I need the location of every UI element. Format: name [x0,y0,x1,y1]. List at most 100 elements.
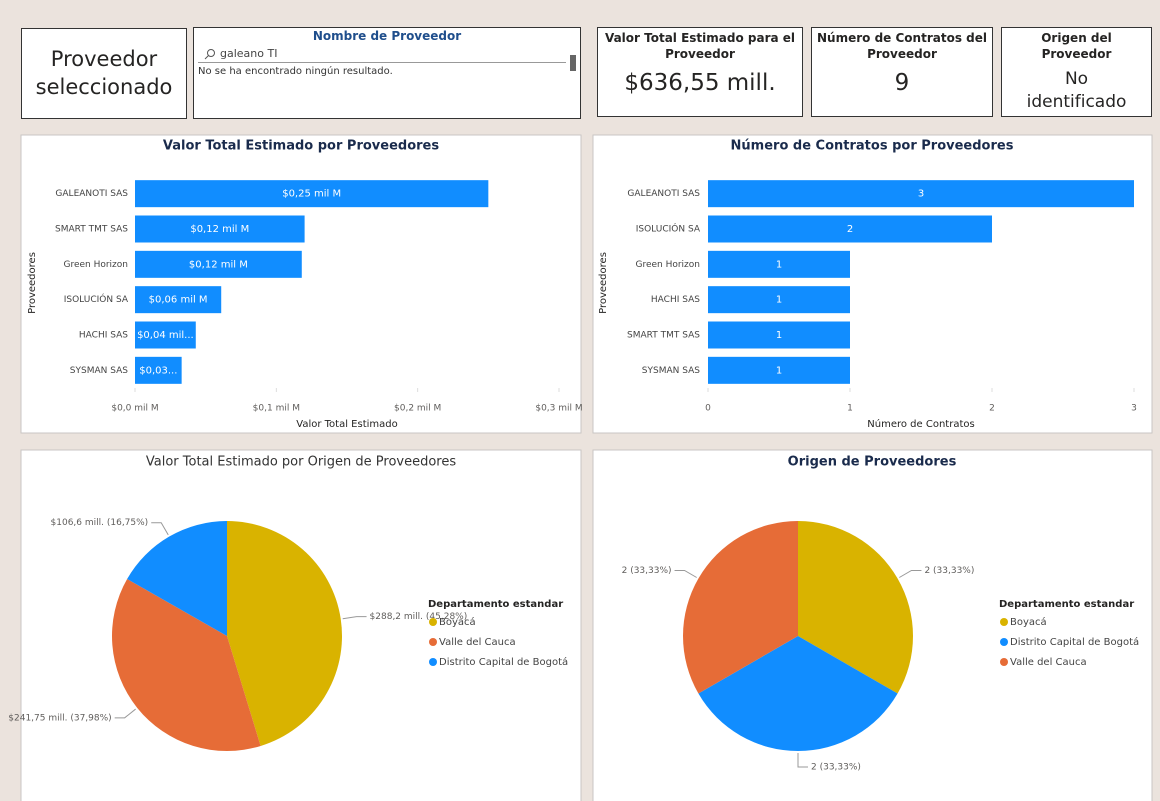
search-icon [204,49,215,60]
legend-swatch [1000,638,1008,646]
data-label: $0,25 mil M [282,189,341,200]
kpi-title: Número de Contratos del Proveedor [817,31,987,61]
search-box[interactable]: galeano TI [198,45,566,63]
y-axis-label: Proveedores [27,252,38,314]
bar [135,321,196,349]
x-tick-label: 3 [1131,404,1137,414]
y-tick-label: SMART TMT SAS [55,225,128,235]
y-tick-label: Green Horizon [635,260,700,270]
leader-line [151,522,169,536]
bar [708,356,850,384]
data-label: $106,6 mill. (16,75%) [51,518,149,528]
legend-label: Valle del Cauca [439,637,516,648]
chart-title: Origen de Proveedores [788,455,957,470]
data-label: 2 (33,33%) [811,763,861,773]
kpi-value: 9 [894,70,910,96]
y-tick-label: SMART TMT SAS [627,331,700,341]
y-tick-label: ISOLUCIÓN SA [636,223,701,235]
scrollbar[interactable] [570,55,576,71]
data-label: $0,12 mil M [189,259,248,270]
pie-slice [683,521,798,694]
chart-title: Valor Total Estimado por Origen de Prove… [146,455,457,470]
legend-title: Departamento estandar [999,599,1134,610]
x-tick-label: $0,0 mil M [111,404,158,414]
data-label: $0,03... [139,365,177,376]
icon-part [207,49,215,57]
y-axis-label: Proveedores [598,252,609,314]
bar [708,250,850,278]
data-label: 1 [776,330,782,341]
card-text: Proveedor seleccionado [35,47,173,99]
data-label: 2 (33,33%) [924,566,974,576]
legend-swatch [429,658,437,666]
x-tick-label: $0,2 mil M [394,404,441,414]
leader-line [899,570,922,578]
data-label: $288,2 mill. (45,28%) [370,612,468,622]
legend-label: Valle del Cauca [1010,657,1087,668]
chart-title: Número de Contratos por Proveedores [731,139,1014,154]
y-tick-label: GALEANOTI SAS [55,189,128,199]
selected-card: Proveedor seleccionado [21,28,187,119]
bar [135,356,182,384]
icon-part [204,55,209,60]
bar [708,286,850,314]
search-text[interactable]: galeano TI [220,47,278,60]
chart-title: Valor Total Estimado por Proveedores [163,139,439,154]
kpi-card: Origen del Proveedor No identificado [1001,27,1152,117]
legend-label: Boyacá [439,616,476,628]
data-label: 1 [776,295,782,306]
data-label: 1 [776,259,782,270]
bar [135,180,489,208]
leader-line [114,708,136,719]
legend-swatch [1000,658,1008,666]
y-tick-label: HACHI SAS [79,331,128,341]
slicer-message: No se ha encontrado ningún resultado. [198,66,393,77]
x-tick-label: 0 [705,404,711,414]
pie-slice [798,521,913,694]
kpi-value: No identificado [1026,69,1127,112]
y-tick-label: GALEANOTI SAS [627,189,700,199]
x-tick-label: 1 [847,404,853,414]
data-label: $241,75 mill. (37,98%) [8,713,111,723]
y-tick-label: HACHI SAS [651,295,700,305]
data-label: $0,06 mil M [149,295,208,306]
bar [708,180,1134,208]
panel [20,134,582,434]
leader-line [342,616,367,620]
y-tick-label: SYSMAN SAS [642,366,700,376]
data-label: 2 [847,224,853,235]
data-label: $0,12 mil M [190,224,249,235]
bar [135,286,222,314]
slicer: Nombre de Proveedor galeano TI No se ha … [193,27,581,119]
data-label: 2 (33,33%) [622,566,672,576]
legend-swatch [429,618,437,626]
legend-title: Departamento estandar [428,599,563,610]
x-tick-label: $0,1 mil M [253,404,300,414]
kpi-card: Número de Contratos del Proveedor 9 [811,27,993,117]
bar [135,250,302,278]
legend-swatch [1000,618,1008,626]
x-tick-label: $0,3 mil M [535,404,582,414]
data-label: $0,04 mil... [137,330,194,341]
data-label: 3 [918,189,924,200]
x-axis-label: Número de Contratos [867,418,974,430]
slicer-title: Nombre de Proveedor [312,29,462,43]
kpi-title: Valor Total Estimado para el Proveedor [604,31,796,61]
pie-slice [127,521,227,636]
panel [592,134,1153,434]
pie-slice [112,579,261,751]
kpi-value: $636,55 mill. [624,70,776,96]
bar [708,321,850,349]
legend-swatch [429,638,437,646]
kpi-title: Origen del Proveedor [1041,31,1112,61]
kpi-card: Valor Total Estimado para el Proveedor $… [597,27,803,117]
legend-label: Distrito Capital de Bogotá [439,656,568,668]
leader-line [674,570,697,578]
bar [135,215,305,243]
legend-label: Boyacá [1010,616,1047,628]
y-tick-label: SYSMAN SAS [70,366,128,376]
x-tick-label: 2 [989,404,995,414]
